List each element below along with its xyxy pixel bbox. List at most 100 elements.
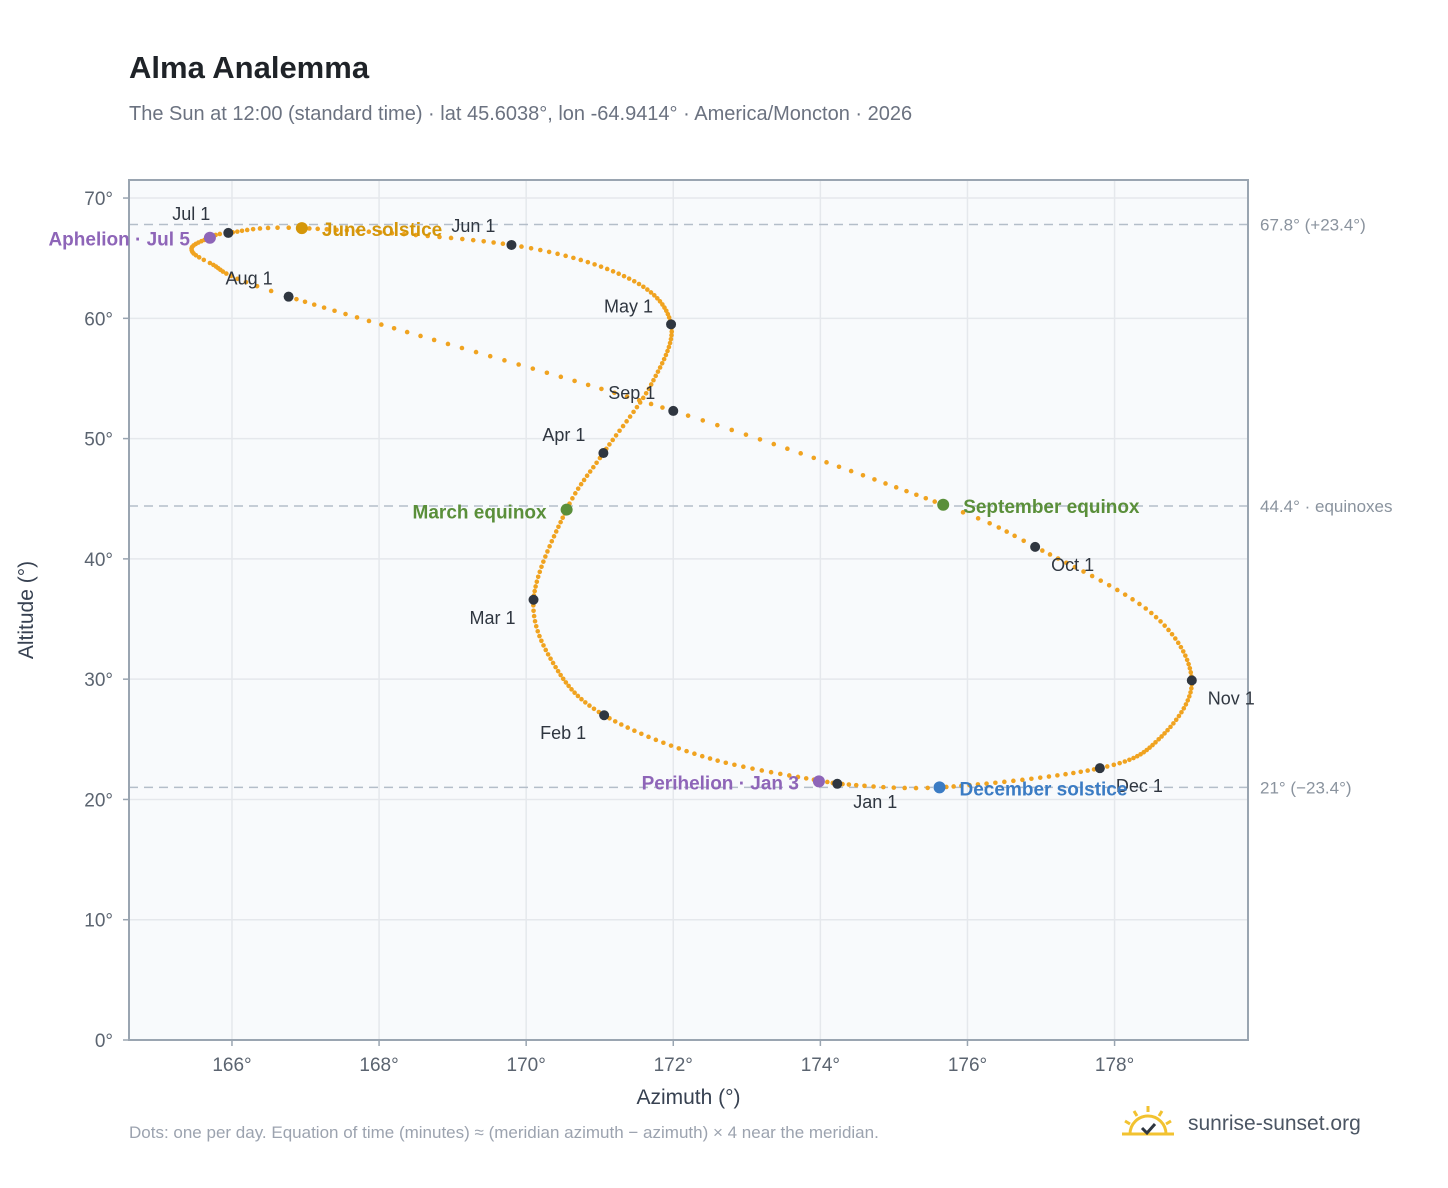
daily-dot	[1176, 713, 1182, 719]
daily-dot	[1002, 779, 1007, 785]
month-marker[interactable]	[598, 448, 609, 459]
daily-dot	[648, 290, 654, 295]
daily-dot	[533, 584, 538, 589]
event-marker[interactable]	[812, 775, 825, 788]
daily-dot	[1175, 640, 1181, 646]
event-marker[interactable]	[560, 503, 573, 516]
daily-dot	[265, 225, 271, 231]
month-marker[interactable]	[283, 291, 294, 302]
daily-dot	[655, 369, 661, 374]
daily-dot	[871, 784, 876, 789]
daily-dot	[569, 687, 574, 692]
month-marker[interactable]	[668, 405, 679, 416]
daily-dot	[923, 495, 929, 501]
daily-dot	[616, 271, 621, 277]
daily-dot	[1130, 597, 1135, 602]
daily-dot	[500, 241, 506, 247]
daily-dot	[768, 769, 774, 775]
daily-dot	[537, 569, 543, 575]
daily-dot	[1159, 734, 1164, 739]
month-marker[interactable]	[1186, 675, 1197, 686]
daily-dot	[591, 706, 597, 712]
daily-dot	[344, 228, 350, 233]
daily-dot	[902, 785, 907, 791]
daily-dot	[1111, 762, 1117, 768]
daily-dot	[951, 784, 956, 789]
daily-dot	[470, 237, 476, 243]
daily-dot	[535, 628, 541, 634]
reference-line-label: 44.4° · equinoxes	[1260, 497, 1393, 516]
daily-dot	[550, 660, 556, 666]
daily-dot	[676, 746, 682, 751]
daily-dot	[1011, 778, 1016, 784]
daily-dot	[1158, 619, 1163, 624]
daily-dot	[1183, 702, 1189, 707]
daily-dot	[1137, 601, 1142, 607]
daily-dot	[925, 785, 930, 791]
month-marker[interactable]	[666, 319, 677, 330]
daily-dot	[621, 273, 627, 279]
daily-dot	[254, 283, 260, 289]
chart-title: Alma Analemma	[129, 50, 370, 85]
daily-dot	[581, 477, 587, 483]
event-marker[interactable]	[295, 222, 308, 235]
daily-dot	[692, 751, 697, 757]
month-marker[interactable]	[1094, 763, 1105, 774]
daily-dot	[543, 647, 549, 653]
daily-dot	[1185, 698, 1191, 703]
daily-dot	[913, 785, 919, 791]
event-label: December solstice	[960, 779, 1128, 800]
brand[interactable]: sunrise-sunset.org	[1122, 1102, 1361, 1146]
daily-dot	[657, 365, 663, 370]
daily-dot	[572, 690, 577, 695]
daily-dot	[636, 281, 642, 287]
daily-dot	[244, 227, 250, 233]
daily-dot	[641, 284, 646, 290]
daily-dot	[1188, 670, 1194, 675]
event-marker[interactable]	[937, 498, 950, 511]
month-marker[interactable]	[223, 227, 234, 238]
month-marker[interactable]	[506, 239, 517, 250]
daily-dot	[391, 325, 397, 331]
daily-dot	[914, 492, 919, 498]
event-marker[interactable]	[203, 231, 216, 244]
daily-dot	[785, 446, 790, 452]
daily-dot	[872, 477, 877, 482]
daily-dot	[610, 269, 616, 274]
month-marker[interactable]	[599, 710, 610, 721]
daily-dot	[1138, 751, 1143, 757]
y-tick-label: 0°	[95, 1031, 113, 1052]
daily-dot	[996, 525, 1002, 530]
daily-dot	[1047, 552, 1053, 557]
daily-dot	[803, 776, 809, 781]
month-marker-label: May 1	[604, 296, 653, 316]
daily-dot	[555, 251, 560, 257]
daily-dot	[666, 344, 672, 350]
daily-dot	[1166, 627, 1171, 633]
daily-dot	[612, 390, 617, 396]
daily-dot	[257, 226, 263, 231]
daily-dot	[193, 252, 199, 258]
daily-dot	[645, 287, 650, 292]
daily-dot	[575, 486, 581, 491]
month-marker[interactable]	[832, 778, 843, 789]
daily-dot	[811, 455, 817, 461]
daily-dot	[491, 240, 496, 245]
daily-dot	[699, 753, 705, 759]
event-marker[interactable]	[933, 781, 946, 794]
daily-dot	[594, 460, 599, 466]
daily-dot	[1187, 665, 1193, 671]
month-marker[interactable]	[1030, 541, 1041, 552]
daily-dot	[669, 333, 674, 338]
daily-dot	[578, 481, 584, 487]
daily-dot	[639, 731, 644, 737]
daily-dot	[321, 305, 327, 310]
daily-dot	[1064, 560, 1069, 566]
daily-dot	[860, 473, 866, 478]
daily-dot	[1184, 657, 1190, 663]
daily-dot	[975, 516, 981, 521]
month-marker[interactable]	[528, 594, 539, 605]
daily-dot	[366, 318, 372, 324]
daily-dot	[959, 783, 964, 789]
daily-dot	[1063, 771, 1068, 777]
